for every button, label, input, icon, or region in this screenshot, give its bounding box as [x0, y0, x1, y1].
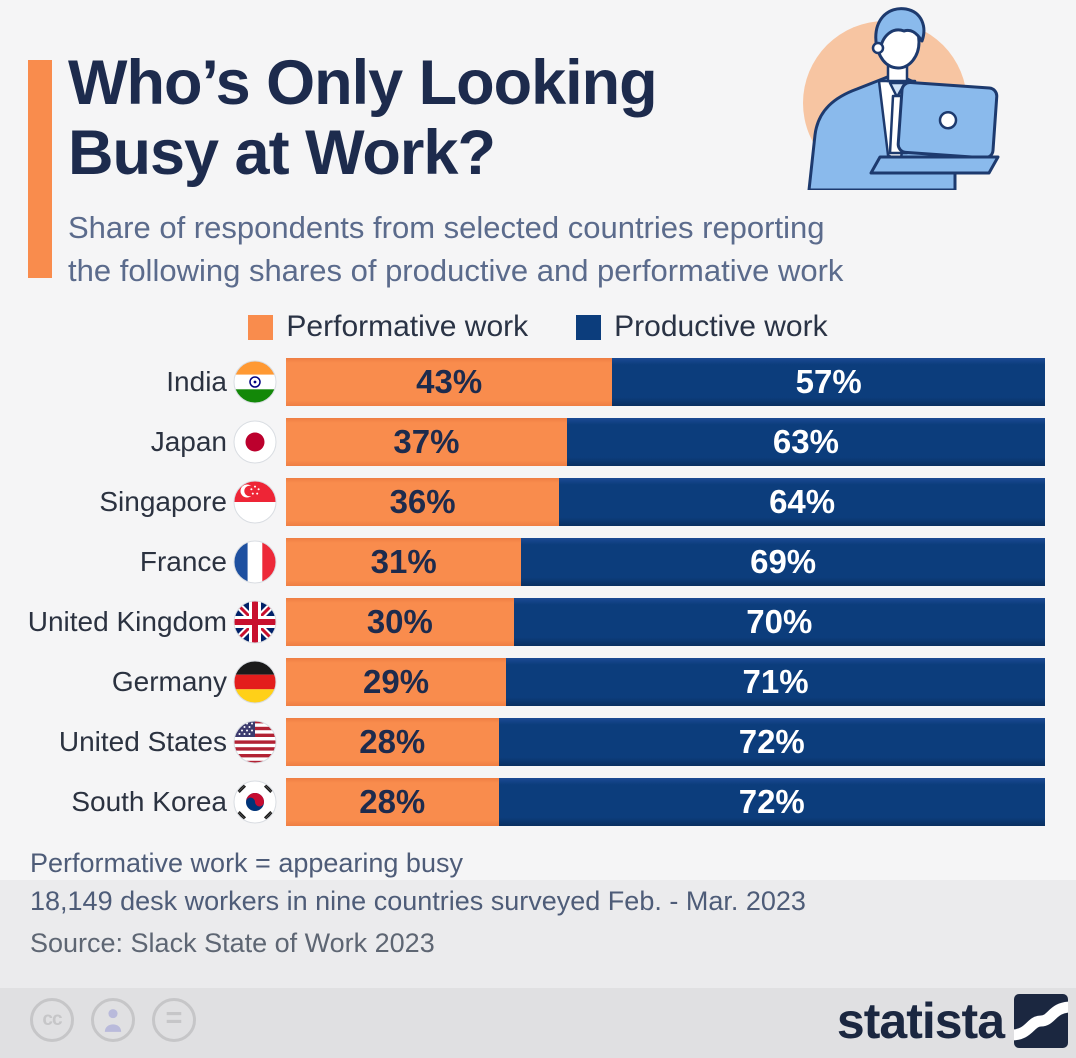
chart-row: United Kingdom 30% 70%: [0, 598, 1045, 646]
productive-bar-segment: 72%: [498, 778, 1045, 826]
cc-icon[interactable]: cc: [30, 998, 74, 1042]
legend-swatch-icon: [576, 314, 602, 340]
performative-value-label: 30%: [366, 603, 433, 640]
performative-bar-segment: 28%: [286, 778, 499, 826]
bar-group: 36% 64%: [286, 478, 1045, 526]
legend-label: Productive work: [614, 310, 828, 343]
chart-row: Germany 29% 71%: [0, 658, 1045, 706]
page-subtitle: Share of respondents from selected count…: [68, 206, 843, 292]
singapore-flag-icon: [233, 480, 277, 524]
country-label: United States: [58, 726, 227, 757]
chart-row: France 31% 69%: [0, 538, 1045, 586]
france-flag-icon: [233, 540, 277, 584]
legend-swatch-icon: [248, 314, 274, 340]
productive-bar-segment: 69%: [521, 538, 1045, 586]
performative-value-label: 28%: [359, 783, 426, 820]
title-accent-bar: [28, 60, 52, 278]
performative-value-label: 28%: [359, 723, 426, 760]
chart-row: United States 28% 72%: [0, 718, 1045, 766]
source-text: Source: Slack State of Work 2023: [30, 928, 435, 958]
productive-value-label: 72%: [738, 723, 805, 760]
statista-swoosh-icon: [1014, 994, 1068, 1048]
man-with-laptop-illustration: [785, 5, 1010, 192]
country-label: Germany: [111, 666, 227, 697]
productive-bar-segment: 72%: [498, 718, 1045, 766]
performative-bar-segment: 31%: [286, 538, 522, 586]
performative-bar-segment: 43%: [286, 358, 613, 406]
productive-bar-segment: 70%: [513, 598, 1045, 646]
performative-bar-segment: 29%: [286, 658, 507, 706]
attribution-icon[interactable]: [91, 998, 135, 1042]
country-label: France: [139, 546, 227, 577]
title-line-2: Busy at Work?: [68, 118, 496, 188]
subtitle-line-2: the following shares of productive and p…: [68, 253, 844, 288]
legend-item: Productive work: [576, 310, 828, 344]
productive-value-label: 63%: [772, 423, 839, 460]
country-label: India: [166, 366, 227, 397]
productive-value-label: 57%: [795, 363, 862, 400]
bar-group: 28% 72%: [286, 778, 1045, 826]
country-label: South Korea: [71, 786, 227, 817]
productive-bar-segment: 64%: [559, 478, 1045, 526]
bar-group: 43% 57%: [286, 358, 1045, 406]
performative-value-label: 36%: [389, 483, 456, 520]
productive-bar-segment: 71%: [506, 658, 1045, 706]
chart-row: South Korea 28% 72%: [0, 778, 1045, 826]
india-flag-icon: [233, 360, 277, 404]
performative-bar-segment: 36%: [286, 478, 560, 526]
chart-row: India 43% 57%: [0, 358, 1045, 406]
bar-group: 28% 72%: [286, 718, 1045, 766]
united-states-flag-icon: [233, 720, 277, 764]
productive-value-label: 70%: [746, 603, 813, 640]
license-icons: cc =: [30, 998, 196, 1042]
footer-bar: cc = statista: [0, 988, 1076, 1058]
stacked-bar-chart: India 43% 57% Japan 37% 63% Singapore 36% 64% Fra…: [0, 358, 1045, 838]
productive-value-label: 71%: [742, 663, 809, 700]
chart-row: Singapore 36% 64%: [0, 478, 1045, 526]
south-korea-flag-icon: [233, 780, 277, 824]
performative-value-label: 31%: [370, 543, 437, 580]
performative-bar-segment: 30%: [286, 598, 514, 646]
productive-value-label: 64%: [769, 483, 836, 520]
country-label: United Kingdom: [27, 606, 227, 637]
germany-flag-icon: [233, 660, 277, 704]
legend-label: Performative work: [286, 310, 529, 343]
chart-row: Japan 37% 63%: [0, 418, 1045, 466]
performative-bar-segment: 28%: [286, 718, 499, 766]
performative-bar-segment: 37%: [286, 418, 567, 466]
statista-logo[interactable]: statista: [837, 986, 1068, 1056]
bar-group: 30% 70%: [286, 598, 1045, 646]
performative-value-label: 37%: [393, 423, 460, 460]
country-label: Singapore: [99, 486, 227, 517]
title-line-1: Who’s Only Looking: [68, 48, 658, 118]
productive-value-label: 69%: [750, 543, 817, 580]
legend-item: Performative work: [248, 310, 528, 344]
nd-icon[interactable]: =: [152, 998, 196, 1042]
productive-bar-segment: 63%: [566, 418, 1045, 466]
country-label: Japan: [150, 426, 227, 457]
subtitle-line-1: Share of respondents from selected count…: [68, 210, 825, 245]
statista-wordmark: statista: [836, 993, 1005, 1049]
bar-group: 31% 69%: [286, 538, 1045, 586]
page-title: Who’s Only Looking Busy at Work?: [68, 48, 658, 188]
productive-bar-segment: 57%: [612, 358, 1045, 406]
japan-flag-icon: [233, 420, 277, 464]
united-kingdom-flag-icon: [233, 600, 277, 644]
footnote-definition: Performative work = appearing busy: [30, 848, 463, 878]
footnote-sample: 18,149 desk workers in nine countries su…: [30, 886, 806, 916]
productive-value-label: 72%: [738, 783, 805, 820]
bar-group: 29% 71%: [286, 658, 1045, 706]
performative-value-label: 29%: [363, 663, 430, 700]
footnote-band: 18,149 desk workers in nine countries su…: [0, 880, 1076, 988]
chart-legend: Performative work Productive work: [0, 310, 1076, 344]
bar-group: 37% 63%: [286, 418, 1045, 466]
performative-value-label: 43%: [416, 363, 483, 400]
